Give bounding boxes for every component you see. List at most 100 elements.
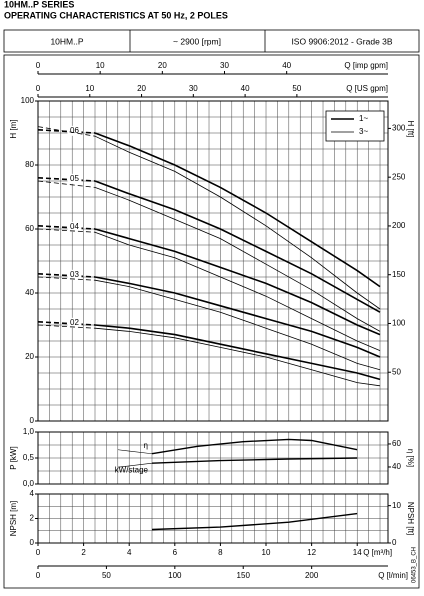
label-bg <box>67 173 82 184</box>
top-tick-label: 40 <box>241 84 250 93</box>
leader <box>117 449 153 455</box>
curve <box>94 231 381 351</box>
y-tick-label: 80 <box>25 160 34 169</box>
y2-axis-label: NPSH [ft] <box>406 502 415 535</box>
curve <box>94 132 381 288</box>
top-tick-label: 20 <box>158 61 167 70</box>
label-bg <box>67 317 82 328</box>
y-tick-label: 60 <box>25 224 34 233</box>
curve-dashed <box>37 177 96 182</box>
label-bg <box>67 125 82 136</box>
curve-dashed <box>37 228 96 233</box>
y-axis-label: P [kW] <box>9 446 18 469</box>
x-tick-label: 2 <box>81 548 86 557</box>
y-tick-label: 0 <box>30 538 35 547</box>
top-tick-label: 0 <box>36 61 41 70</box>
curve-label: 02 <box>70 318 79 327</box>
curve-dashed <box>37 180 96 188</box>
curve-dashed <box>37 321 96 326</box>
curve <box>94 187 381 332</box>
y-tick-label: 40 <box>25 288 34 297</box>
title: 10HM..P SERIES <box>4 0 74 9</box>
curve <box>94 228 381 336</box>
y-tick-label: 2 <box>30 514 35 523</box>
y-tick-label: 0 <box>30 416 35 425</box>
top-tick-label: 50 <box>292 84 301 93</box>
y2-tick-label: 150 <box>392 270 406 279</box>
curve <box>151 512 358 531</box>
y2-tick-label: 10 <box>392 501 401 510</box>
y2-tick-label: 0 <box>392 538 397 547</box>
top-tick-label: 40 <box>282 61 291 70</box>
x-tick-label: 10 <box>262 548 271 557</box>
curve <box>94 135 381 310</box>
leader <box>117 462 153 468</box>
top-tick-label: 20 <box>137 84 146 93</box>
curve-dashed <box>37 324 96 329</box>
info-standard: ISO 9906:2012 - Grade 3B <box>291 36 392 46</box>
info-speed: ~ 2900 [rpm] <box>173 36 221 46</box>
y-tick-label: 20 <box>25 352 34 361</box>
series-label: kW/stage <box>115 465 149 474</box>
curve-label: 05 <box>70 174 79 183</box>
curve-dashed <box>37 276 96 281</box>
x-tick-label: 12 <box>307 548 316 557</box>
subtitle: OPERATING CHARACTERISTICS AT 50 Hz, 2 PO… <box>4 10 228 20</box>
drawing-code: 06453_B_CH <box>412 547 418 583</box>
info-model: 10HM..P <box>50 36 83 46</box>
label-bg <box>67 269 82 280</box>
series-label: η <box>144 441 148 450</box>
curve <box>94 279 381 371</box>
top-tick-label: 10 <box>85 84 94 93</box>
legend-label: 1~ <box>359 114 368 123</box>
bottom-tick-label: 50 <box>102 571 111 580</box>
y-axis-label: H [m] <box>9 119 18 138</box>
y2-tick-label: 300 <box>392 124 406 133</box>
bottom-tick-label: 200 <box>305 571 319 580</box>
y2-tick-label: 200 <box>392 221 406 230</box>
y2-tick-label: 250 <box>392 172 406 181</box>
curve <box>94 327 381 387</box>
curve-dashed <box>37 273 96 278</box>
curve <box>94 180 381 313</box>
top-axis-label: Q [US gpm] <box>346 84 388 93</box>
curve-label: 06 <box>70 126 79 135</box>
y-tick-label: 4 <box>30 489 35 498</box>
x-axis-label: Q [m³/h] <box>363 548 392 557</box>
y-axis-label: NPSH [m] <box>9 501 18 537</box>
curve <box>151 457 358 464</box>
x-tick-label: 14 <box>353 548 362 557</box>
curve-dashed <box>37 126 96 137</box>
y-tick-label: 100 <box>21 96 35 105</box>
frame <box>3 54 420 589</box>
bottom-tick-label: 150 <box>237 571 251 580</box>
x-tick-label: 0 <box>36 548 41 557</box>
y2-tick-label: 60 <box>392 439 401 448</box>
y-tick-label: 0,0 <box>23 479 35 488</box>
curve-label: 03 <box>70 270 79 279</box>
top-tick-label: 0 <box>36 84 41 93</box>
curve <box>94 324 381 381</box>
x-tick-label: 6 <box>173 548 178 557</box>
curve-label: 04 <box>70 222 79 231</box>
bottom-axis-label: Q [l/min] <box>378 571 408 580</box>
label-bg <box>67 221 82 232</box>
y2-axis-label: η [%] <box>406 449 415 467</box>
legend-box <box>325 110 385 142</box>
y2-tick-label: 50 <box>392 367 401 376</box>
y2-tick-label: 40 <box>392 462 401 471</box>
plot-frame <box>37 100 389 422</box>
top-tick-label: 30 <box>189 84 198 93</box>
curve <box>151 438 358 455</box>
curve-dashed <box>37 225 96 230</box>
x-tick-label: 4 <box>127 548 132 557</box>
legend-label: 3~ <box>359 127 368 136</box>
y2-axis-label: H [ft] <box>406 121 415 138</box>
top-axis-label: Q [imp gpm] <box>344 61 388 70</box>
top-tick-label: 30 <box>220 61 229 70</box>
top-tick-label: 10 <box>96 61 105 70</box>
y2-tick-label: 100 <box>392 319 406 328</box>
bottom-tick-label: 100 <box>168 571 182 580</box>
curve <box>94 276 381 358</box>
